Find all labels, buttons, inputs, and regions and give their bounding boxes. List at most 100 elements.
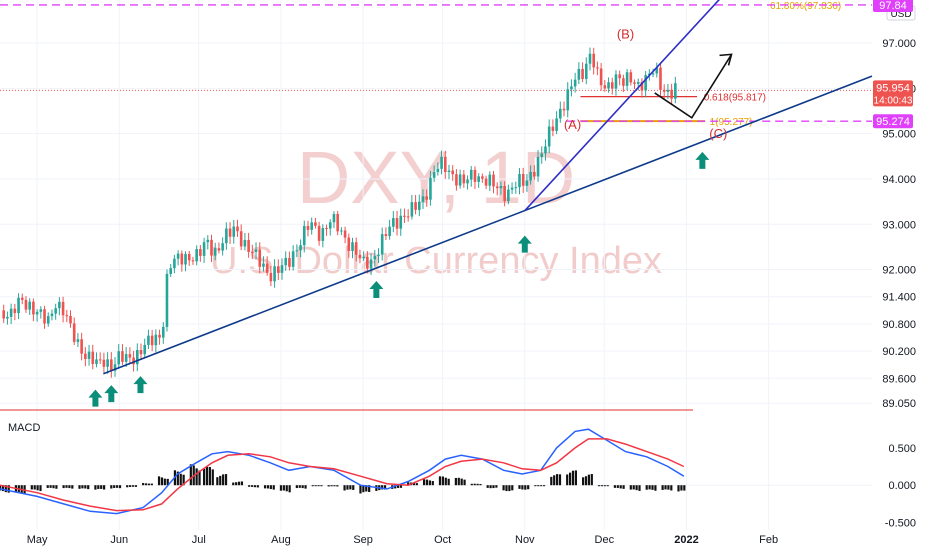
candle-body <box>466 179 469 184</box>
price-tick-label: 89.050 <box>882 398 916 410</box>
candle-body <box>221 243 224 251</box>
macd-histogram-bar <box>208 467 211 486</box>
candle-body <box>395 218 399 229</box>
macd-histogram-bar <box>346 485 349 490</box>
candle-body <box>39 309 43 312</box>
grid-layer <box>0 0 872 530</box>
candle-body <box>666 89 670 92</box>
price-tag <box>873 114 913 129</box>
candle-body <box>458 174 462 186</box>
candle-body <box>273 266 276 282</box>
candle-body <box>258 249 262 267</box>
macd-histogram-bar <box>476 483 479 486</box>
candle-body <box>20 297 24 300</box>
macd-histogram-bar <box>521 485 524 490</box>
candle-body <box>332 213 336 223</box>
candle-body <box>295 250 299 252</box>
candle-body <box>670 89 673 99</box>
candle-body <box>644 75 647 91</box>
candle-body <box>176 253 180 259</box>
candle-body <box>121 351 124 362</box>
macd-histogram-bar <box>295 485 298 489</box>
candle-body <box>425 196 429 200</box>
candle-body <box>584 63 588 79</box>
candle-body <box>429 177 432 200</box>
macd-histogram-bar <box>282 485 285 491</box>
candle-body <box>629 72 633 83</box>
macd-histogram-bar <box>110 485 113 489</box>
macd-histogram-bar <box>622 485 625 489</box>
candle-body <box>173 258 176 269</box>
macd-histogram-bar <box>7 485 10 493</box>
macd-histogram-bar <box>71 485 74 489</box>
candle-body <box>351 242 354 251</box>
candle-body <box>84 353 87 359</box>
candle-body <box>280 265 284 273</box>
macd-histogram-bar <box>314 485 317 487</box>
macd-histogram-bar <box>237 481 241 486</box>
support-arrow-icon <box>88 389 103 407</box>
macd-histogram-bar <box>87 485 90 490</box>
support-arrow-icon <box>695 151 710 169</box>
candle-body <box>206 239 210 243</box>
macd-histogram-bar <box>100 485 103 489</box>
macd-histogram-bar <box>555 474 559 486</box>
candle-body <box>492 174 495 187</box>
candle-body <box>369 259 373 269</box>
candle-body <box>91 351 95 364</box>
macd-histogram-bar <box>667 485 670 490</box>
candle-body <box>65 315 69 317</box>
macd-histogram-bar <box>269 485 272 490</box>
macd-histogram-bar <box>399 485 403 488</box>
candle-body <box>213 248 217 256</box>
macd-histogram-bar <box>349 485 352 490</box>
candle-body <box>414 202 417 210</box>
projection-path <box>654 53 733 119</box>
macd-histogram-bar <box>438 476 442 486</box>
candle-body <box>58 301 61 309</box>
candle-body <box>314 222 317 226</box>
candle-body <box>306 225 310 230</box>
candle-body <box>674 83 677 99</box>
candle-body <box>462 174 466 184</box>
macd-axis[interactable]: 0.500 0.000 -0.500 <box>885 443 916 530</box>
candle-body <box>50 313 54 317</box>
macd-histogram-bar <box>49 485 52 488</box>
macd-histogram-bar <box>534 485 537 487</box>
macd-histogram-bar <box>638 485 641 491</box>
candle-body <box>184 254 187 265</box>
macd-histogram-bar <box>327 485 330 487</box>
candle-body <box>46 316 50 324</box>
macd-histogram-bar <box>253 485 257 488</box>
macd-histogram-bar <box>166 478 169 486</box>
candle-body <box>232 226 236 237</box>
macd-histogram-bar <box>495 485 498 488</box>
candle-body <box>603 85 607 89</box>
macd-histogram-bar <box>62 485 65 489</box>
macd-histogram-bar <box>263 485 267 489</box>
candle-body <box>477 176 480 182</box>
macd-histogram-bar <box>508 485 511 492</box>
candle-body <box>284 257 288 266</box>
candle-body <box>199 249 202 256</box>
macd-histogram-bar <box>574 470 577 486</box>
candle-body <box>102 359 106 367</box>
time-axis[interactable]: May Jun Jul Aug Sep Oct Nov Dec 2022 Feb <box>27 534 778 546</box>
macd-histogram-bar <box>248 485 251 487</box>
macd-histogram-bar <box>677 485 680 492</box>
macd-histogram-bar <box>94 485 97 490</box>
candle-body <box>299 245 302 251</box>
candle-body <box>147 335 150 345</box>
macd-histogram-bar <box>33 485 36 490</box>
candle-body <box>488 174 492 186</box>
candle-body <box>195 249 198 262</box>
macd-histogram-bar <box>46 485 49 488</box>
candle-body <box>570 86 573 90</box>
candle-body <box>35 311 39 315</box>
candle-body <box>610 82 614 89</box>
candle-body <box>95 359 98 364</box>
candle-body <box>529 171 532 181</box>
candle-body <box>451 170 454 175</box>
macd-histogram-bar <box>540 485 543 487</box>
